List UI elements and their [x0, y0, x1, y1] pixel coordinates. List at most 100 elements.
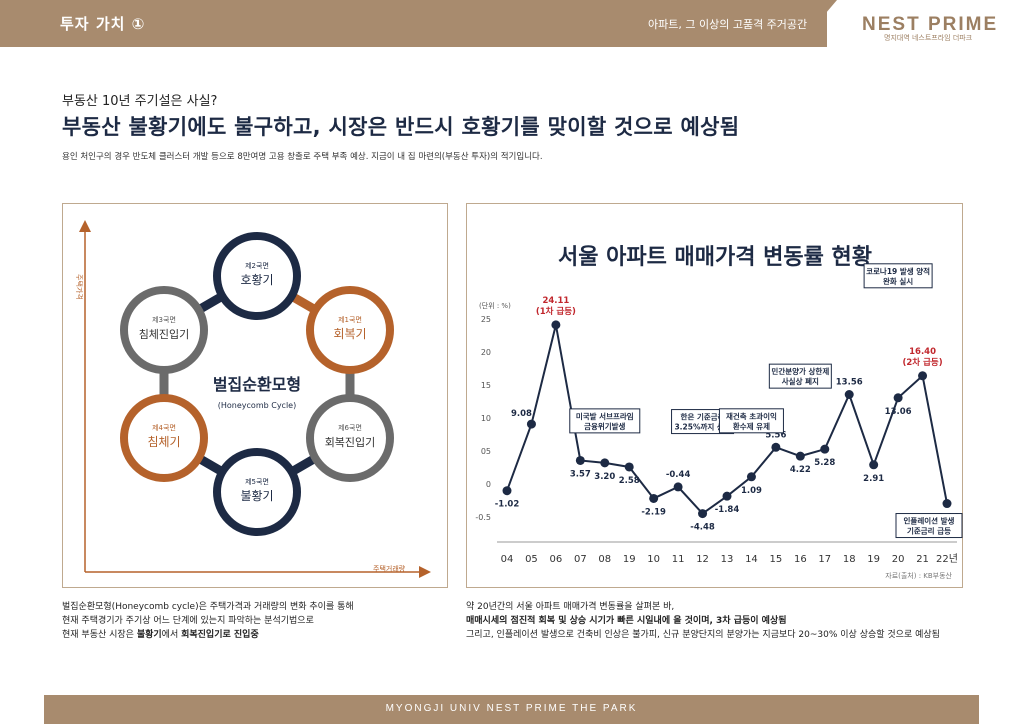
- x-tick-label: 14: [745, 554, 758, 565]
- value-label: 4.22: [790, 465, 811, 475]
- chart-caption: 약 20년간의 서울 아파트 매매가격 변동률을 살펴본 바, 매매시세의 점진…: [466, 600, 940, 642]
- x-tick-label: 18: [843, 554, 856, 565]
- chart-unit-label: (단위 : %): [479, 301, 511, 310]
- annotation-box: [768, 363, 832, 389]
- annotation-box: [895, 513, 963, 539]
- value-label: -2.19: [641, 507, 666, 517]
- data-points: [502, 320, 952, 519]
- y-tick-label: 0: [486, 480, 491, 489]
- y-tick-label: 15: [481, 381, 491, 390]
- footer-bar: MYONGJI UNIV NEST PRIME THE PARK: [44, 695, 979, 724]
- cycle-caption: 벌집순환모형(Honeycomb cycle)은 주택가격과 거래량의 변화 추…: [62, 600, 354, 642]
- value-note: (1차 급등): [536, 306, 576, 317]
- data-point: [918, 371, 928, 381]
- phase-tag: 제4국면: [152, 423, 176, 432]
- phase-name: 호황기: [240, 273, 273, 287]
- x-tick-label: 21: [916, 554, 929, 565]
- annotation-text: 인플레이션 발생: [904, 516, 955, 526]
- x-tick-label: 22년: [936, 553, 958, 565]
- x-axis-label: 주택거래량: [373, 564, 406, 573]
- top-bar-band-right: [637, 0, 827, 47]
- y-tick-label: 20: [481, 348, 491, 357]
- data-point: [844, 390, 854, 400]
- data-point: [698, 509, 708, 519]
- annotation-box: [718, 408, 784, 434]
- data-point: [575, 455, 585, 465]
- data-point: [795, 451, 805, 461]
- data-point: [649, 493, 659, 503]
- x-tick-label: 10: [647, 554, 660, 565]
- page-subline: 용인 처인구의 경우 반도체 클러스터 개발 등으로 8만여명 고용 창출로 주…: [62, 152, 543, 162]
- chart-caption-line3: 그리고, 인플레이션 발생으로 건축비 인상은 불가피, 신규 분양단지의 분양…: [466, 630, 940, 640]
- caption-text: 현재 부동산 시장은: [62, 630, 137, 640]
- annotation-text: 미국발 서브프라임: [576, 411, 634, 421]
- chart-caption-line1: 약 20년간의 서울 아파트 매매가격 변동률을 살펴본 바,: [466, 602, 675, 612]
- phase-name: 회복기: [333, 327, 366, 341]
- phase-name: 불황기: [240, 489, 273, 503]
- y-tick-label: 25: [481, 315, 491, 324]
- data-point: [502, 486, 512, 496]
- top-bar-slant: [797, 0, 837, 47]
- cycle-diagram: 주택가격 주택거래량 제2국면 호황기 제1국면 회복기 제6국면 회복진입기: [75, 220, 431, 578]
- caption-text: 에서: [161, 630, 182, 640]
- annotation-box: [863, 263, 933, 289]
- annotation-box: [569, 408, 641, 434]
- value-label: 5.28: [814, 458, 835, 468]
- x-tick-label: 13: [721, 554, 734, 565]
- x-tick-label: 12: [696, 554, 709, 565]
- phase-node-3: 제3국면 침체진입기: [120, 286, 208, 374]
- y-tick-label: 10: [481, 414, 491, 423]
- value-label: 3.20: [594, 472, 615, 482]
- x-tick-labels: 04 05 06 07 08 19 10 11 12 13 14 15 16 17 18 19 20 21 22년: [501, 553, 958, 565]
- x-tick-label: 19: [867, 554, 880, 565]
- annotation-text: 환수제 유제: [733, 421, 770, 431]
- footer-text: MYONGJI UNIV NEST PRIME THE PARK: [385, 703, 638, 714]
- value-label: 16.40: [909, 347, 936, 357]
- data-point: [526, 419, 536, 429]
- phase-node-1: 제1국면 회복기: [306, 286, 394, 374]
- data-point: [551, 320, 561, 330]
- x-tick-label: 16: [794, 554, 807, 565]
- annotation-text: 3.25%까지 상승: [674, 422, 730, 432]
- value-label: -4.48: [690, 523, 715, 533]
- top-bar: 투자 가치 ① 아파트, 그 이상의 고품격 주거공간: [0, 0, 1024, 47]
- annotation-text: 재건축 초과이익: [726, 411, 777, 421]
- data-point: [869, 460, 879, 470]
- y-axis-label: 주택가격: [75, 274, 84, 300]
- cycle-caption-line2: 현재 주택경기가 주기상 어느 단계에 있는지 파악하는 분석기법으로: [62, 616, 314, 626]
- phase-name: 회복진입기: [325, 436, 376, 449]
- cycle-title: 벌집순환모형: [213, 375, 301, 394]
- y-tick-label: -0.5: [475, 513, 491, 522]
- brand-logo-sub: 명지대역 네스트프라임 더파크: [884, 34, 973, 42]
- data-point: [820, 444, 830, 454]
- phase-node-6: 제6국면 회복진입기: [306, 394, 394, 482]
- data-point: [942, 499, 952, 509]
- phase-tag: 제2국면: [245, 261, 269, 270]
- x-tick-label: 17: [818, 554, 831, 565]
- value-label: 13.56: [836, 378, 863, 388]
- phase-node-4: 제4국면 침체기: [120, 394, 208, 482]
- value-label: 5.56: [765, 430, 786, 440]
- data-point: [624, 462, 634, 472]
- chart-caption-line2: 매매시세의 점진적 회복 및 상승 시기가 빠른 시일내에 올 것이며, 3차 …: [466, 616, 787, 626]
- phase-tag: 제3국면: [152, 315, 176, 324]
- annotation-text: 금융위기발생: [584, 421, 625, 431]
- data-point: [771, 442, 781, 452]
- value-label: 24.11: [542, 296, 569, 306]
- x-tick-label: 19: [623, 554, 636, 565]
- value-label: -1.84: [715, 505, 740, 515]
- data-point: [673, 482, 683, 492]
- data-point: [746, 472, 756, 482]
- cycle-panel: 주택가격 주택거래량 제2국면 호황기 제1국면 회복기 제6국면 회복진입기: [62, 203, 448, 588]
- value-label: 9.08: [511, 409, 532, 419]
- annotation-text: 민간분양가 상한제: [771, 366, 829, 376]
- slogan: 아파트, 그 이상의 고품격 주거공간: [648, 18, 808, 31]
- phase-name: 침체진입기: [139, 328, 190, 341]
- annotation-text: 완화 실시: [883, 276, 913, 286]
- caption-bold: 불황기: [136, 630, 162, 640]
- x-tick-label: 04: [501, 554, 514, 565]
- value-label: 1.09: [741, 486, 762, 496]
- y-tick-labels: 25 20 15 10 05 0 -0.5: [475, 315, 491, 522]
- annotation-text: 코로나19 발생 양적: [866, 266, 930, 276]
- x-tick-label: 06: [550, 554, 563, 565]
